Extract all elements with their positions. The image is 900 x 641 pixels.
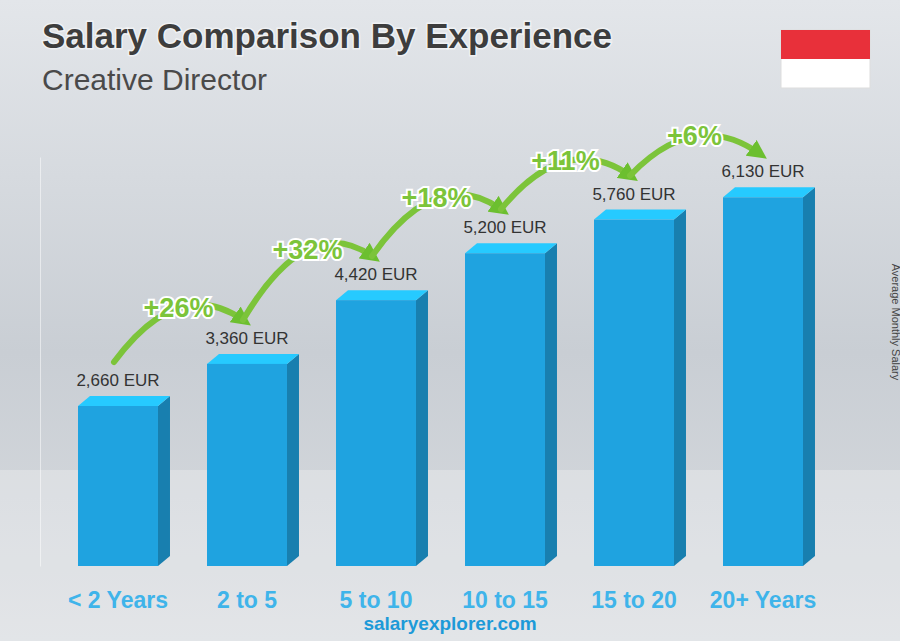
x-tick: 2 to 5 xyxy=(217,587,277,613)
growth-label: +26% xyxy=(144,293,214,323)
bar-group xyxy=(336,290,428,566)
bar-group xyxy=(594,210,686,566)
growth-label: +32% xyxy=(273,235,343,265)
growth-label: +18% xyxy=(402,183,472,213)
x-tick: 15 to 20 xyxy=(591,587,677,613)
bar xyxy=(594,220,674,566)
bar-group xyxy=(465,243,557,566)
bar xyxy=(723,197,803,566)
data-label: 3,360 EUR xyxy=(205,329,288,348)
x-tick-label: < 2 Years xyxy=(68,587,168,613)
x-tick: 5 to 10 xyxy=(340,587,413,613)
bar-group xyxy=(78,396,170,566)
bar-top xyxy=(723,187,815,197)
data-label: 4,420 EUR xyxy=(334,265,417,284)
bar-group xyxy=(207,354,299,566)
bar xyxy=(336,300,416,566)
chart-container: < 2 Years 2 to 5 5 to 10 10 to 15 15 to 20 20… xyxy=(0,0,900,641)
bar-side xyxy=(287,354,299,566)
bars xyxy=(78,187,815,566)
flag-red xyxy=(781,30,870,59)
data-label: 2,660 EUR xyxy=(76,371,159,390)
bar-side xyxy=(674,210,686,566)
x-axis: < 2 Years 2 to 5 5 to 10 10 to 15 15 to 20 20… xyxy=(68,587,816,613)
bar xyxy=(465,253,545,566)
bar-side xyxy=(416,290,428,566)
bar-side xyxy=(545,243,557,566)
title: Salary Comparison By Experience xyxy=(42,16,612,55)
x-tick-label: 2 to 5 xyxy=(217,587,277,613)
x-tick: 10 to 15 xyxy=(462,587,548,613)
x-tick: < 2 Years xyxy=(68,587,168,613)
subtitle: Creative Director xyxy=(42,63,267,96)
bar-top xyxy=(594,210,686,220)
background xyxy=(0,0,900,641)
bar xyxy=(78,406,158,566)
data-labels: 2,660 EUR 3,360 EUR 4,420 EUR 5,200 EUR 5,76… xyxy=(76,162,804,390)
footer: salaryexplorer.com xyxy=(363,613,536,634)
y-axis-title: Average Monthly Salary xyxy=(890,264,900,381)
bar xyxy=(207,364,287,566)
x-tick: 20+ Years xyxy=(710,587,816,613)
x-tick-label: 5 to 10 xyxy=(340,587,413,613)
x-tick-label: 20+ Years xyxy=(710,587,816,613)
data-label: 5,200 EUR xyxy=(463,218,546,237)
bar-top xyxy=(465,243,557,253)
bar-top xyxy=(207,354,299,364)
growth-label: +11% xyxy=(531,146,599,176)
bar-side xyxy=(158,396,170,566)
bar-top xyxy=(78,396,170,406)
flag-white xyxy=(781,30,870,88)
x-tick-label: 15 to 20 xyxy=(591,587,677,613)
y-axis-domain xyxy=(40,158,41,567)
y-axis xyxy=(40,158,41,567)
flag xyxy=(781,30,870,88)
data-label: 5,760 EUR xyxy=(592,185,675,204)
bar-side xyxy=(803,187,815,566)
annotations: +26% +32% +18% +11% +6% xyxy=(114,121,759,362)
growth-label: +6% xyxy=(667,121,722,151)
bar-group xyxy=(723,187,815,566)
chart-svg: < 2 Years 2 to 5 5 to 10 10 to 15 15 to 20 20… xyxy=(0,0,900,641)
data-label: 6,130 EUR xyxy=(721,162,804,181)
page: {"chart_data": {"type": "bar", "title": … xyxy=(0,0,900,641)
x-tick-label: 10 to 15 xyxy=(462,587,548,613)
bar-top xyxy=(336,290,428,300)
